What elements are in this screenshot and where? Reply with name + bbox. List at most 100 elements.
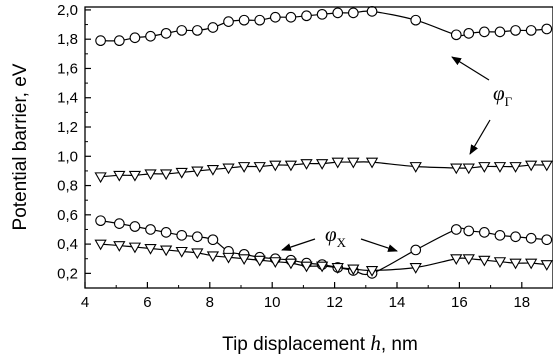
data-point-circle (160, 227, 172, 238)
x-tick-label: 4 (81, 294, 89, 311)
plot-frame (84, 6, 553, 289)
annotation-phi-x-label: φX (325, 222, 347, 250)
data-point-triangle (365, 265, 379, 277)
data-point-triangle (525, 160, 538, 172)
data-point-circle (301, 10, 312, 22)
data-point-triangle (478, 162, 491, 173)
data-point-circle (238, 14, 250, 26)
y-tick-label: 0,6 (57, 207, 78, 224)
data-point-circle (525, 232, 537, 244)
data-point-circle (479, 26, 490, 38)
data-point-circle (160, 27, 172, 39)
data-point-triangle (347, 157, 360, 169)
annotation-phi-gamma-arrow-down (469, 119, 491, 155)
data-point-triangle (493, 162, 507, 173)
annotation-phi-gamma-subscript: Γ (505, 94, 513, 109)
data-point-triangle (237, 254, 251, 266)
data-point-circle (145, 224, 156, 235)
annotation-phi-x-arrow-left (281, 238, 316, 251)
y-tick-label: 0,8 (57, 178, 78, 195)
data-point-circle (95, 35, 106, 47)
data-point-triangle (462, 254, 475, 266)
y-tick-label: 0,4 (57, 236, 78, 253)
x-tick-label: 18 (513, 294, 530, 311)
data-point-circle (541, 234, 553, 246)
data-point-triangle (347, 264, 360, 276)
data-point-circle (410, 14, 422, 26)
data-point-circle (463, 27, 475, 39)
data-point-triangle (175, 246, 188, 258)
data-point-circle (332, 7, 344, 19)
y-tick-label: 2,0 (57, 2, 78, 19)
data-point-circle (463, 225, 475, 237)
data-point-triangle (525, 258, 538, 270)
data-point-triangle (191, 248, 204, 260)
annotation-phi-x-subscript: X (337, 235, 347, 250)
data-point-triangle (540, 260, 553, 271)
data-point-triangle (365, 157, 379, 169)
annotation-phi-x-arrow-right (360, 238, 398, 252)
x-axis-title-prefix: Tip displacement (222, 334, 370, 355)
data-point-triangle (253, 255, 266, 267)
data-point-circle (494, 229, 506, 241)
x-tick-label: 14 (389, 294, 406, 311)
data-point-circle (129, 32, 141, 44)
data-point-circle (366, 6, 378, 17)
data-point-triangle (493, 257, 507, 268)
data-point-circle (191, 231, 203, 243)
data-point-triangle (94, 239, 107, 251)
data-point-triangle (509, 258, 522, 270)
data-point-circle (207, 234, 219, 246)
y-tick-label: 1,0 (57, 148, 78, 165)
data-point-triangle (222, 252, 235, 264)
annotation-phi-gamma-symbol: φ (493, 81, 505, 105)
x-tick-label: 12 (326, 294, 343, 311)
data-point-circle (510, 231, 521, 243)
data-point-triangle (113, 170, 126, 182)
data-point-triangle (450, 163, 463, 175)
data-point-circle (494, 26, 506, 38)
chart-axes-layer: 4 6 8 10 12 14 16 18 0,2 0,4 0,6 0,8 1,0 1,2 1,4 1,6 1,8… (57, 2, 530, 311)
data-point-circle (347, 7, 359, 19)
annotation-phi-x-symbol: φ (325, 222, 337, 246)
data-point-circle (95, 215, 106, 227)
annotation-phi-gamma-arrow-up (451, 56, 490, 81)
data-point-circle (510, 25, 521, 36)
data-point-triangle (315, 261, 329, 273)
data-point-triangle (409, 162, 422, 173)
data-point-triangle (478, 255, 491, 267)
data-point-triangle (94, 172, 107, 184)
data-point-triangle (300, 159, 313, 170)
data-point-circle (113, 218, 125, 229)
data-point-circle (113, 35, 125, 47)
annotation-phi-gamma-label: φΓ (493, 81, 513, 109)
data-point-triangle (128, 170, 142, 182)
y-tick-label: 1,4 (57, 90, 78, 107)
chart-series-layer (94, 6, 553, 279)
data-point-triangle (191, 166, 204, 178)
data-point-triangle (315, 159, 329, 170)
data-point-circle (450, 29, 462, 41)
data-point-triangle (206, 251, 220, 263)
data-point-triangle (144, 244, 157, 255)
data-point-triangle (253, 162, 266, 173)
data-point-triangle (300, 261, 313, 273)
y-tick-label: 1,6 (57, 60, 78, 77)
annotation-phi-gamma: φΓ (451, 56, 513, 155)
data-point-circle (479, 227, 490, 238)
data-point-circle (269, 11, 281, 23)
data-point-triangle (409, 263, 422, 274)
data-point-circle (176, 25, 188, 36)
annotation-phi-x: φX (281, 222, 398, 252)
data-point-triangle (331, 263, 344, 274)
data-point-triangle (144, 169, 157, 181)
x-axis-title: Tip displacement h, nm (222, 331, 418, 355)
x-tick-label: 16 (451, 294, 468, 311)
data-point-circle (176, 229, 188, 241)
x-axis-title-var: h (370, 331, 381, 355)
data-point-triangle (237, 162, 251, 173)
data-point-triangle (222, 163, 235, 175)
data-point-triangle (462, 163, 475, 175)
data-point-triangle (206, 165, 220, 176)
